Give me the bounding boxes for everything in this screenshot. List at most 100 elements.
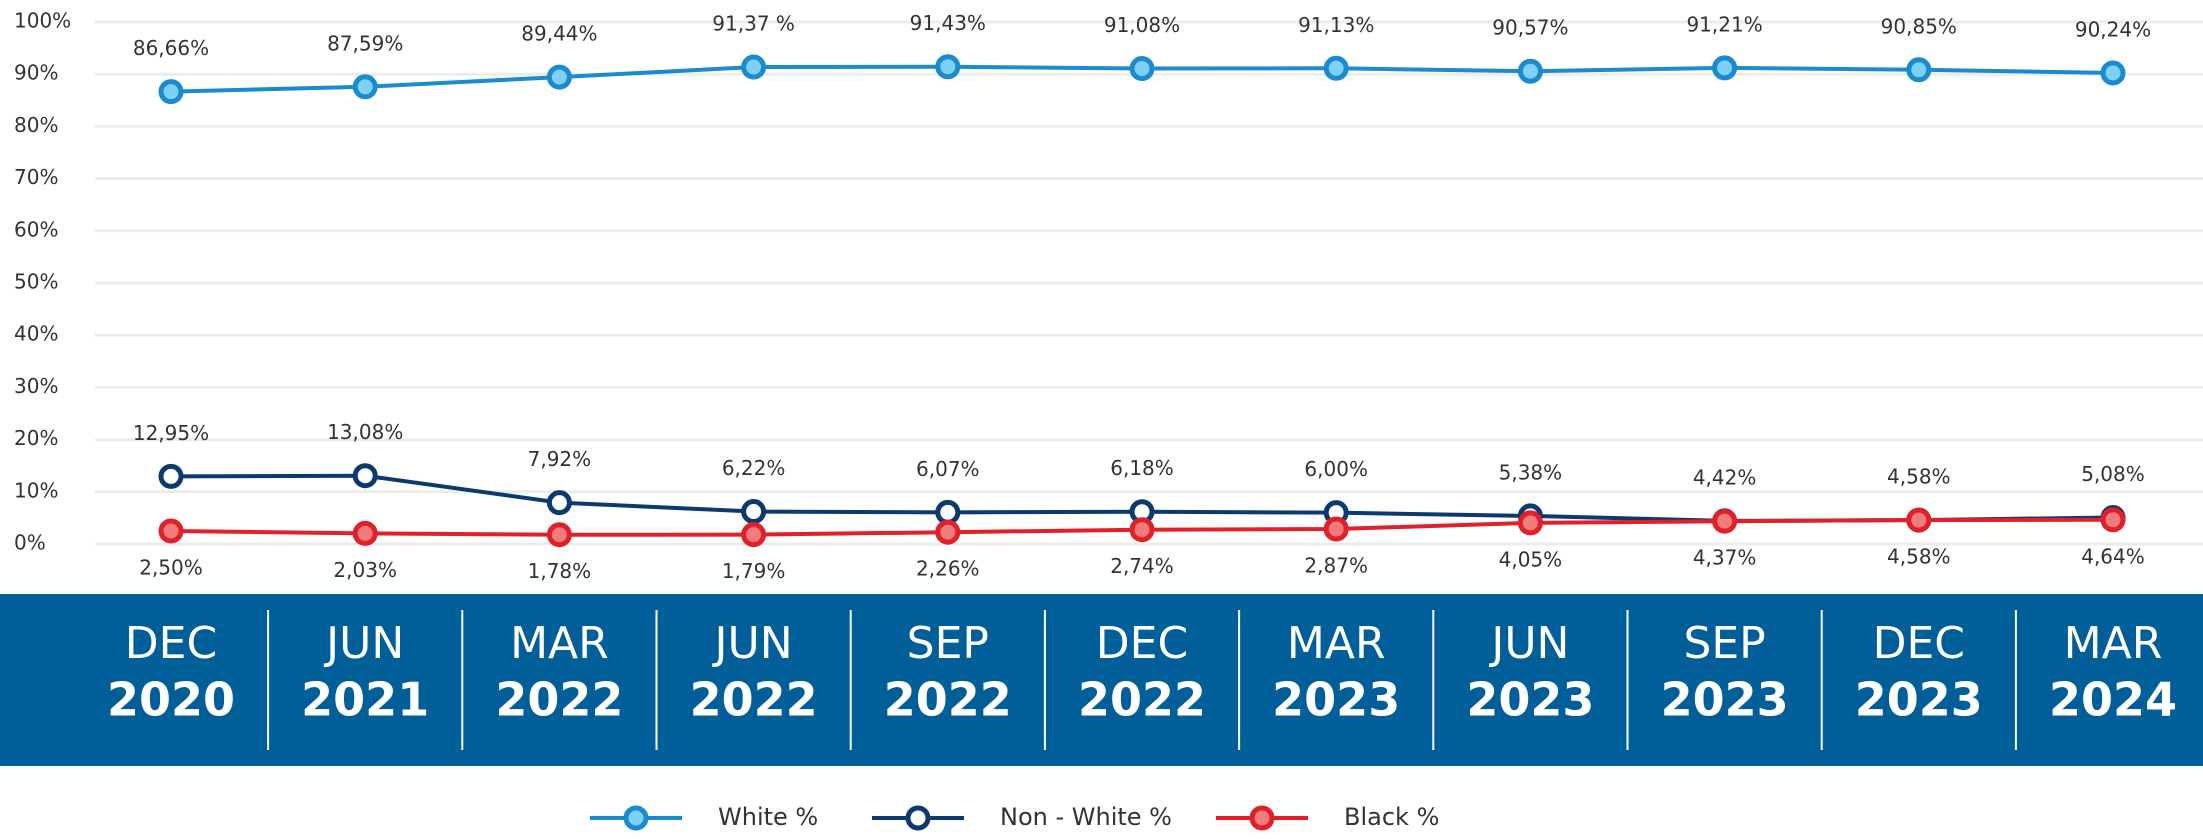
category-year: 2023 (1466, 673, 1594, 727)
category-year: 2023 (1855, 673, 1983, 727)
data-label: 91,21% (1686, 12, 1762, 36)
point-marker (1129, 517, 1155, 543)
y-tick-label: 40% (14, 322, 58, 346)
data-label: 4,37% (1693, 546, 1757, 570)
point-marker (935, 499, 961, 525)
category-month: JUN (1488, 618, 1569, 669)
legend-label: White % (718, 803, 818, 831)
point-marker (1906, 57, 1932, 83)
point-marker (1517, 58, 1543, 84)
data-label: 4,64% (2081, 544, 2145, 568)
data-label: 1,79% (722, 559, 786, 583)
data-label: 4,05% (1499, 547, 1563, 571)
data-label: 2,87% (1304, 554, 1368, 578)
y-tick-label: 60% (14, 217, 58, 241)
category-month: DEC (125, 618, 217, 669)
legend-marker (905, 805, 931, 831)
y-tick-label: 70% (14, 165, 58, 189)
data-label: 86,66% (133, 36, 209, 60)
data-label: 2,50% (139, 555, 203, 579)
data-label: 5,38% (1499, 460, 1563, 484)
data-label: 91,08% (1104, 13, 1180, 37)
data-label: 89,44% (521, 22, 597, 46)
legend-marker (1249, 805, 1275, 831)
data-label: 4,58% (1887, 465, 1951, 489)
point-marker (1517, 510, 1543, 536)
data-label: 90,24% (2075, 17, 2151, 41)
data-label: 87,59% (327, 31, 403, 55)
category-month: SEP (1683, 618, 1765, 669)
data-label: 90,57% (1492, 16, 1568, 40)
category-month: DEC (1873, 618, 1965, 669)
category-year: 2023 (1661, 673, 1789, 727)
category-year: 2024 (2049, 673, 2177, 727)
point-marker (158, 79, 184, 105)
data-label: 13,08% (327, 420, 403, 444)
y-tick-label: 10% (14, 478, 58, 502)
point-marker (1712, 55, 1738, 81)
point-marker (1323, 516, 1349, 542)
category-band (0, 594, 2203, 766)
category-year: 2022 (690, 673, 818, 727)
y-tick-label: 30% (14, 374, 58, 398)
data-label: 6,07% (916, 457, 980, 481)
data-label: 4,58% (1887, 545, 1951, 569)
legend-label: Non - White % (1000, 803, 1172, 831)
data-label: 5,08% (2081, 462, 2145, 486)
y-tick-label: 20% (14, 426, 58, 450)
data-label: 6,00% (1304, 457, 1368, 481)
data-label: 12,95% (133, 421, 209, 445)
point-marker (1712, 508, 1738, 534)
category-year: 2021 (301, 673, 429, 727)
point-marker (2100, 507, 2126, 533)
category-month: JUN (712, 618, 793, 669)
category-month: MAR (2064, 618, 2163, 669)
point-marker (546, 64, 572, 90)
category-month: MAR (1287, 618, 1386, 669)
point-marker (158, 463, 184, 489)
category-year: 2022 (495, 673, 623, 727)
point-marker (1323, 55, 1349, 81)
data-label: 4,42% (1693, 465, 1757, 489)
legend-label: Black % (1344, 803, 1439, 831)
point-marker (1906, 507, 1932, 533)
category-year: 2023 (1272, 673, 1400, 727)
data-label: 90,85% (1881, 14, 1957, 38)
point-marker (2100, 60, 2126, 86)
data-label: 6,22% (722, 456, 786, 480)
point-marker (352, 74, 378, 100)
data-label: 2,26% (916, 557, 980, 581)
point-marker (1129, 56, 1155, 82)
y-tick-label: 80% (14, 113, 58, 137)
data-label: 91,43% (910, 11, 986, 35)
point-marker (352, 520, 378, 546)
category-month: DEC (1096, 618, 1188, 669)
point-marker (741, 54, 767, 80)
category-month: SEP (907, 618, 989, 669)
category-year: 2022 (1078, 673, 1206, 727)
data-label: 91,37 % (712, 12, 795, 36)
category-year: 2020 (107, 673, 235, 727)
point-marker (546, 490, 572, 516)
y-tick-label: 100% (14, 9, 71, 33)
point-marker (935, 519, 961, 545)
y-tick-label: 90% (14, 61, 58, 85)
point-marker (546, 522, 572, 548)
y-tick-label: 50% (14, 270, 58, 294)
point-marker (741, 522, 767, 548)
point-marker (158, 518, 184, 544)
data-label: 1,78% (528, 559, 592, 583)
category-month: JUN (323, 618, 404, 669)
data-label: 7,92% (528, 447, 592, 471)
category-year: 2022 (884, 673, 1012, 727)
legend-marker (623, 805, 649, 831)
data-label: 6,18% (1110, 456, 1174, 480)
point-marker (352, 463, 378, 489)
point-marker (741, 499, 767, 525)
data-label: 91,13% (1298, 13, 1374, 37)
data-label: 2,74% (1110, 554, 1174, 578)
y-tick-label: 0% (14, 531, 46, 555)
point-marker (935, 54, 961, 80)
category-month: MAR (510, 618, 609, 669)
